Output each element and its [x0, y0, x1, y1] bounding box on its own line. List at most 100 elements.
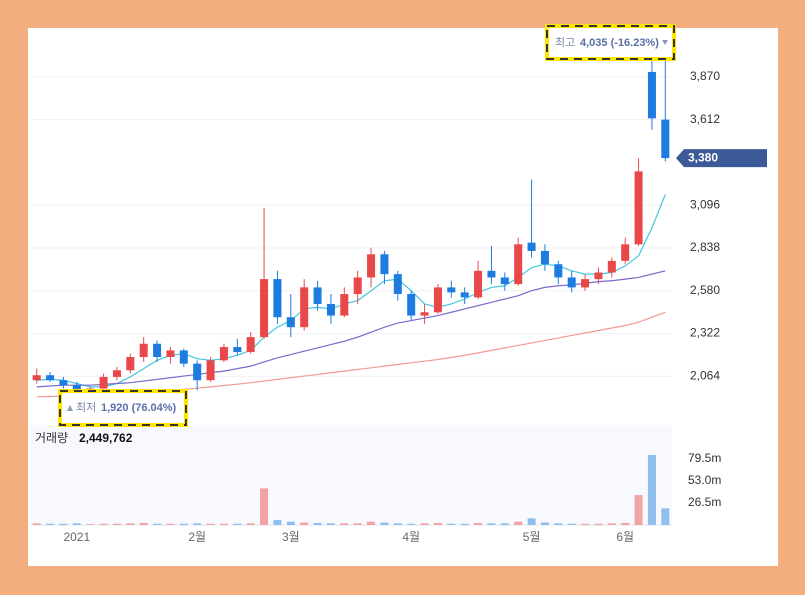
annotation-box [58, 389, 188, 427]
candle-body [313, 287, 322, 304]
volume-bar [326, 523, 335, 525]
volume-bar [634, 495, 643, 525]
volume-label: 거래량 [35, 431, 68, 445]
volume-bar [139, 522, 148, 525]
candle-body [340, 294, 349, 316]
candle-body [206, 360, 215, 381]
high-annotation: 최고 4,035 (-16.23%) [545, 24, 676, 61]
volume-bar [193, 523, 202, 525]
y-tick-label: 2,064 [690, 368, 720, 382]
candle-body [126, 357, 135, 371]
volume-bar [393, 523, 402, 525]
volume-bar [407, 523, 416, 525]
volume-bar [273, 520, 282, 525]
candle-body [112, 370, 121, 377]
candle-body [554, 264, 563, 278]
volume-bar [300, 522, 309, 525]
candle-body [32, 375, 41, 381]
volume-bar [179, 523, 188, 525]
volume-bar [647, 455, 656, 525]
candle-body [540, 250, 549, 265]
candle-body [567, 277, 576, 288]
volume-bar [126, 523, 135, 525]
y-tick-label: 2,838 [690, 240, 720, 254]
candle-body [153, 343, 162, 358]
current-price-label: 3,380 [688, 150, 718, 164]
plot: 2,064 2,322 2,580 2,838 3,096 3,612 3,870 26.5m… [30, 49, 767, 544]
volume-tick-label: 53.0m [688, 473, 721, 487]
candle-body [286, 317, 295, 328]
volume-bar [340, 523, 349, 525]
volume-bar [460, 523, 469, 525]
volume-bar [72, 523, 81, 525]
moving-average [36, 270, 666, 388]
low-annotation: 최저 1,920 (76.04%) [58, 389, 188, 427]
y-tick-label: 2,580 [690, 283, 720, 297]
volume-bar [246, 523, 255, 525]
volume-bar [233, 523, 242, 525]
x-tick-label: 6월 [616, 530, 634, 544]
annotation-dash [546, 25, 675, 60]
x-tick-label: 4월 [402, 530, 420, 544]
candle-body [219, 347, 228, 361]
volume-bar [474, 522, 483, 525]
volume-bar [661, 508, 670, 525]
volume-bar [594, 523, 603, 525]
volume-bar [86, 524, 95, 525]
annotation-dash [59, 390, 187, 426]
volume-bar [527, 518, 536, 525]
x-tick-label: 2021 [63, 530, 90, 544]
candle-body [300, 287, 309, 328]
volume-bar [32, 523, 41, 525]
volume-tick-label: 26.5m [688, 495, 721, 509]
candle-body [179, 350, 188, 364]
candle-body [607, 260, 616, 273]
candle-body [527, 242, 536, 251]
y-tick-label: 3,612 [690, 112, 720, 126]
candle-body [647, 71, 656, 119]
volume-last: 2,449,762 [79, 431, 133, 445]
candle-body [393, 274, 402, 295]
volume-bar [567, 523, 576, 525]
up-arrow [67, 405, 73, 411]
candle-body [407, 294, 416, 316]
volume-bar [286, 521, 295, 525]
volume-bar [433, 522, 442, 525]
candle-body [594, 272, 603, 280]
annotation-text: 1,920 (76.04%) [101, 402, 177, 414]
volume-bar [607, 523, 616, 525]
volume-bar [99, 523, 108, 525]
volume-bar [112, 523, 121, 525]
y-tick-label: 3,870 [690, 69, 720, 83]
candle-body [233, 347, 242, 353]
candle-body [273, 279, 282, 318]
annotation-label: 최저 [76, 401, 96, 414]
candle-body [260, 279, 269, 338]
volume-bar [219, 523, 228, 525]
candle-body [99, 376, 108, 389]
candle-body [661, 119, 670, 159]
volume-bar [153, 523, 162, 525]
volume-bar [313, 522, 322, 525]
candle-body [447, 287, 456, 293]
volume-bar [46, 523, 55, 525]
candle-body [460, 292, 469, 298]
volume-bar [380, 522, 389, 525]
volume-bar [447, 523, 456, 525]
current-price-tag [676, 149, 767, 168]
candle-body [474, 270, 483, 298]
candle-body [420, 312, 429, 316]
candle-body [581, 279, 590, 288]
candle-body [367, 254, 376, 278]
volume-bar [621, 522, 630, 525]
volume-bar [353, 523, 362, 525]
volume-bar [500, 523, 509, 525]
volume-bar [540, 522, 549, 525]
x-tick-label: 2월 [188, 530, 206, 544]
candle-body [433, 287, 442, 313]
candle-body [514, 244, 523, 285]
candle-body [380, 254, 389, 275]
volume-bar [166, 523, 175, 525]
annotation-label: 최고 [555, 36, 575, 49]
